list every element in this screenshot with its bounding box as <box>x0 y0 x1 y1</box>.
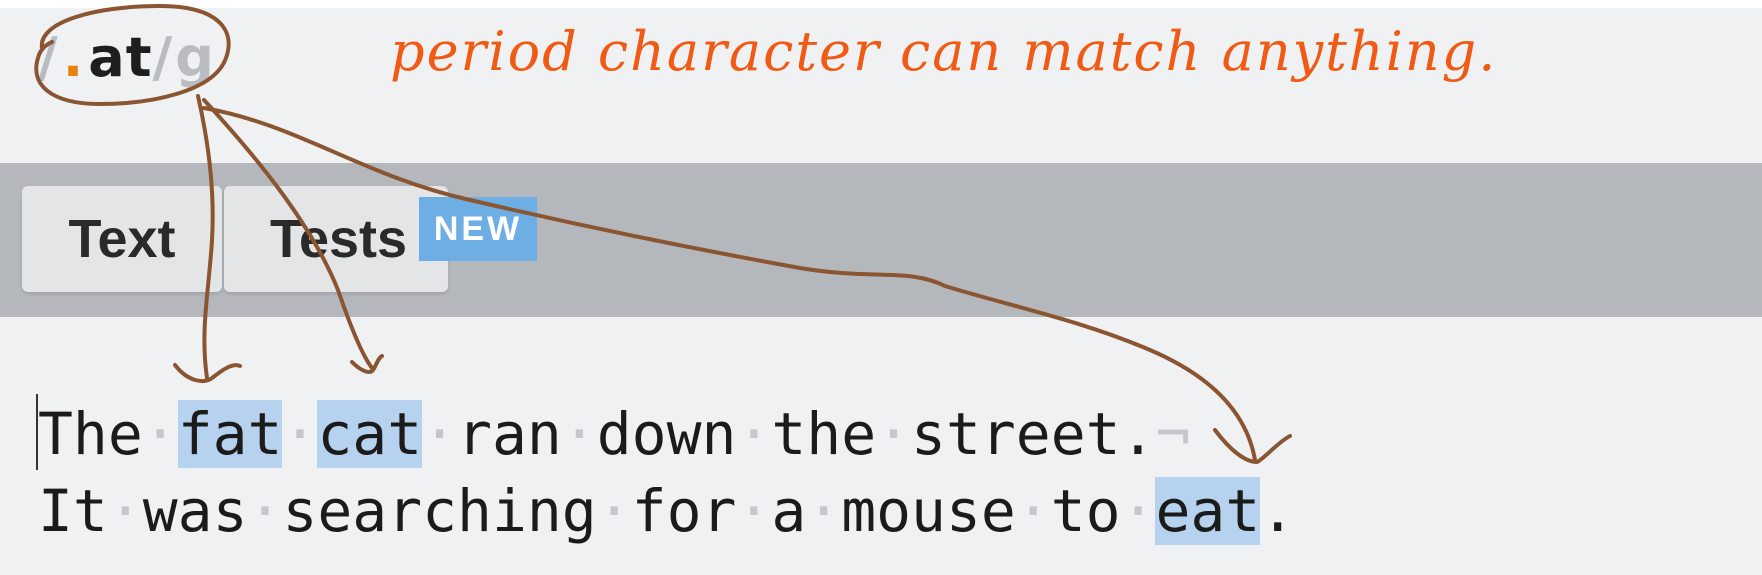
regex-flags[interactable]: g <box>175 25 215 89</box>
text-token: ran <box>457 400 562 468</box>
whitespace-marker: · <box>876 400 912 468</box>
text-token: a <box>771 477 807 545</box>
tab-text-label: Text <box>68 209 176 269</box>
match-highlight: fat <box>177 400 283 468</box>
text-token: It <box>38 477 108 545</box>
text-token: street. <box>911 400 1156 468</box>
whitespace-marker: · <box>806 477 842 545</box>
new-badge: NEW <box>419 197 537 261</box>
tab-text[interactable]: Text <box>22 186 222 292</box>
regex-open-delimiter: / <box>38 25 59 89</box>
whitespace-marker: · <box>107 477 143 545</box>
regex-literal-token: at <box>88 25 153 89</box>
regex-close-delimiter: / <box>152 25 174 89</box>
text-token: The <box>38 400 143 468</box>
text-token: searching <box>282 477 597 545</box>
whitespace-marker: · <box>422 400 458 468</box>
text-line-2: It · was · searching · for · a · mouse · to · eat. <box>38 475 1295 547</box>
whitespace-marker: · <box>247 477 283 545</box>
regex-input[interactable]: /. at / g <box>38 22 215 92</box>
text-token: . <box>1260 477 1296 545</box>
text-token: to <box>1050 477 1121 545</box>
whitespace-marker: · <box>736 477 772 545</box>
text-token: was <box>142 477 248 545</box>
match-highlight: eat <box>1155 477 1261 545</box>
text-token: down <box>596 400 737 468</box>
whitespace-marker: · <box>561 400 597 468</box>
match-highlight: cat <box>317 400 423 468</box>
regex-period-token: . <box>62 25 85 89</box>
whitespace-marker: · <box>142 400 178 468</box>
whitespace-marker: · <box>1015 477 1051 545</box>
tab-tests[interactable]: Tests <box>224 186 448 292</box>
whitespace-marker: · <box>736 400 772 468</box>
whitespace-marker: · <box>596 477 632 545</box>
text-token: for <box>631 477 737 545</box>
text-token: the <box>771 400 877 468</box>
handwritten-annotation: period character can match anything. <box>390 20 1498 83</box>
tab-tests-label: Tests <box>270 209 408 269</box>
text-token: mouse <box>841 477 1016 545</box>
whitespace-marker: · <box>282 400 318 468</box>
text-line-1: The · fat · cat · ran · down · the · street. ¬ <box>38 398 1190 470</box>
whitespace-marker: · <box>1120 477 1156 545</box>
text-caret <box>36 394 38 470</box>
whitespace-marker: ¬ <box>1155 400 1191 468</box>
